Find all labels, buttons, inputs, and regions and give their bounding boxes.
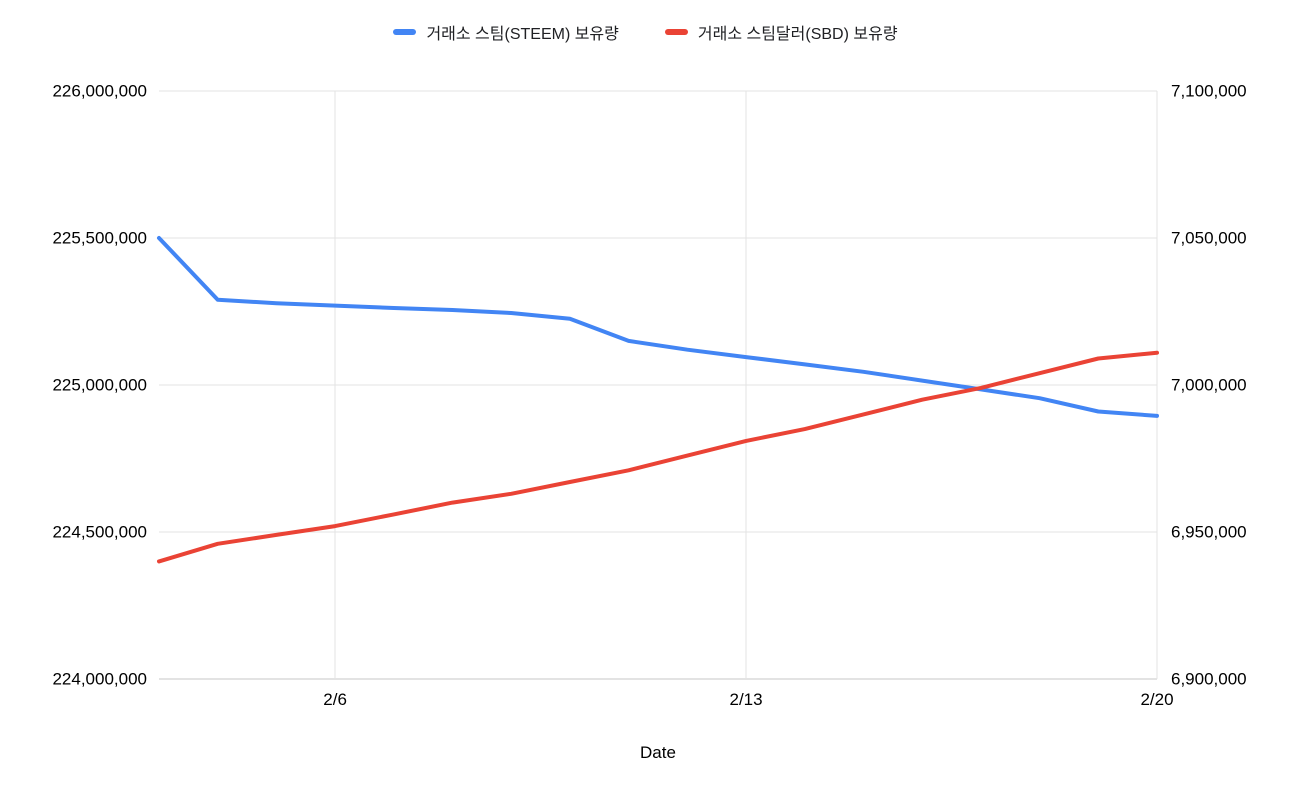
left-axis-tick-label: 224,500,000 xyxy=(52,523,147,542)
left-axis-tick-label: 225,000,000 xyxy=(52,376,147,395)
legend-item-sbd: 거래소 스팀달러(SBD) 보유량 xyxy=(664,20,898,44)
right-axis-tick-label: 6,950,000 xyxy=(1171,523,1247,542)
right-axis-tick-label: 6,900,000 xyxy=(1171,670,1247,689)
series-line-sbd xyxy=(157,350,1159,564)
steem-series-label: 거래소 스팀(STEEM) 보유량 xyxy=(426,26,619,43)
series-line-steem xyxy=(157,236,1159,418)
chart-legend: 거래소 스팀(STEEM) 보유량 거래소 스팀달러(SBD) 보유량 xyxy=(0,20,1291,44)
left-axis-tick-label: 224,000,000 xyxy=(52,670,147,689)
left-axis-tick-label: 226,000,000 xyxy=(52,82,147,101)
steem-series-swatch xyxy=(393,29,417,35)
left-axis-tick-label: 225,500,000 xyxy=(52,229,147,248)
x-axis-title: Date xyxy=(640,743,676,762)
right-axis-tick-label: 7,000,000 xyxy=(1171,376,1247,395)
right-axis-tick-label: 7,100,000 xyxy=(1171,82,1247,101)
x-axis-tick-label: 2/13 xyxy=(730,690,763,709)
x-axis-tick-label: 2/20 xyxy=(1140,690,1173,709)
right-axis-tick-label: 7,050,000 xyxy=(1171,229,1247,248)
legend-item-steem: 거래소 스팀(STEEM) 보유량 xyxy=(393,20,619,44)
sbd-series-label: 거래소 스팀달러(SBD) 보유량 xyxy=(697,26,898,43)
x-axis-tick-label: 2/6 xyxy=(323,690,347,709)
sbd-series-swatch xyxy=(664,29,688,35)
